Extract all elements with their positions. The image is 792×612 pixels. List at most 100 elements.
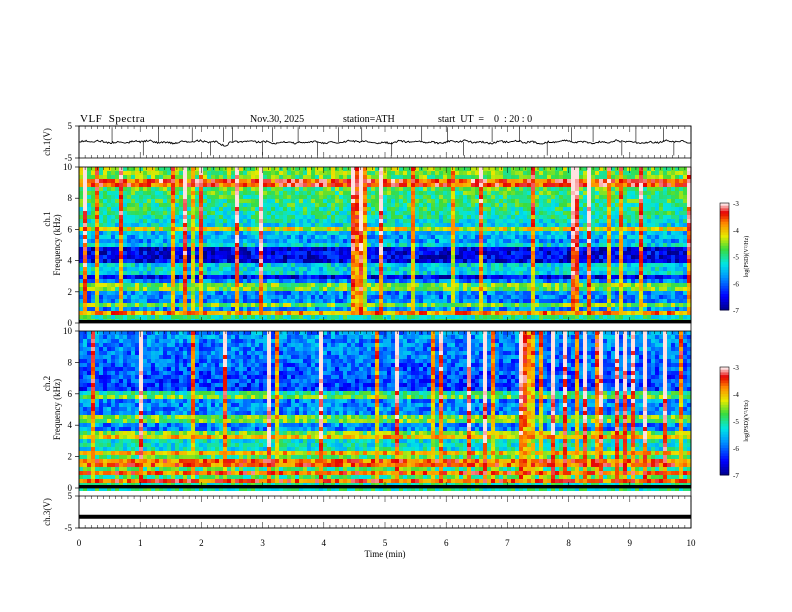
ch1-spectrogram-cell xyxy=(675,191,679,195)
ch1-spectrogram-cell xyxy=(319,191,323,195)
ch1-spectrogram-cell xyxy=(499,199,503,203)
ch1-spectrogram-cell xyxy=(263,239,267,243)
ch1-spectrogram-cell xyxy=(491,187,495,191)
ch1-spectrogram-cell xyxy=(255,291,259,295)
ch1-spectrogram-cell xyxy=(291,191,295,195)
ch1-spectrogram-cell xyxy=(567,191,571,195)
ch1-spectrogram-cell xyxy=(651,255,655,259)
ch1-spectrogram-cell xyxy=(103,227,107,231)
ch1-spectrogram-cell xyxy=(95,291,99,295)
ch1-spectrogram-cell xyxy=(631,199,635,203)
ch1-spectrogram-cell xyxy=(387,167,391,171)
ch1-spectrogram-cell xyxy=(179,223,183,227)
ch1-spectrogram-cell xyxy=(571,171,575,175)
ch1-spectrogram-cell xyxy=(423,211,427,215)
ch1-spectrogram-cell xyxy=(567,223,571,227)
ch1-spectrogram-cell xyxy=(451,199,455,203)
ch1-spectrogram-cell xyxy=(375,239,379,243)
ch1-spectrogram-cell xyxy=(103,219,107,223)
ch1-spectrogram-cell xyxy=(391,227,395,231)
ch1-spectrogram-cell xyxy=(131,199,135,203)
ch1-spectrogram-cell xyxy=(407,195,411,199)
ch1-spectrogram-cell xyxy=(263,295,267,299)
ch1-spectrogram-cell xyxy=(543,179,547,183)
ch1-spectrogram-cell xyxy=(575,255,579,259)
ch1-spectrogram-cell xyxy=(475,239,479,243)
ch1-spectrogram-cell xyxy=(327,231,331,235)
ch1-spectrogram-cell xyxy=(671,247,675,251)
ch1-spectrogram-cell xyxy=(207,199,211,203)
ch1-spectrogram-cell xyxy=(83,183,87,187)
ch1-spectrogram-cell xyxy=(571,219,575,223)
ch1-spectrogram-cell xyxy=(183,227,187,231)
ch1-spectrogram-cell xyxy=(119,239,123,243)
ch1-spectrogram-cell xyxy=(427,179,431,183)
ch1-spectrogram-cell xyxy=(299,263,303,267)
ch1-spectrogram-cell xyxy=(535,259,539,263)
ch1-spectrogram-cell xyxy=(591,267,595,271)
ch1-spectrogram-cell xyxy=(451,255,455,259)
ch1-spectrogram-cell xyxy=(359,263,363,267)
ch1-spectrogram-cell xyxy=(163,219,167,223)
ch1-spectrogram-cell xyxy=(679,267,683,271)
ch1-spectrogram-cell xyxy=(291,207,295,211)
ch1-spectrogram-cell xyxy=(267,255,271,259)
ch1-spectrogram-cell xyxy=(603,231,607,235)
ch1-spectrogram-cell xyxy=(227,263,231,267)
ch1-spectrogram-cell xyxy=(615,247,619,251)
ch1-spectrogram-cell xyxy=(363,287,367,291)
ch1-spectrogram-cell xyxy=(479,251,483,255)
ch1-spectrogram-cell xyxy=(171,279,175,283)
ch1-spectrogram-cell xyxy=(319,175,323,179)
ch1-spectrogram-cell xyxy=(319,283,323,287)
ch1-spectrogram-cell xyxy=(479,247,483,251)
ch1-spectrogram-cell xyxy=(191,167,195,171)
ch1-spectrogram-cell xyxy=(339,215,343,219)
ch1-spectrogram-cell xyxy=(183,267,187,271)
ch1-spectrogram-cell xyxy=(507,175,511,179)
ch1-spectrogram-cell xyxy=(579,171,583,175)
ch1-spectrogram-cell xyxy=(515,291,519,295)
ch1-spectrogram-cell xyxy=(663,267,667,271)
ch1-spectrogram-cell xyxy=(575,199,579,203)
ch1-spectrogram-cell xyxy=(507,255,511,259)
ch1-spectrogram-cell xyxy=(559,167,563,171)
ch1-spectrogram-cell xyxy=(551,203,555,207)
ch1-spectrogram-cell xyxy=(107,183,111,187)
ch1-spectrogram-cell xyxy=(359,187,363,191)
ch1-spectrogram-cell xyxy=(479,203,483,207)
ch1-spectrogram-cell xyxy=(583,239,587,243)
ch1-spectrogram-cell xyxy=(503,207,507,211)
ch1-spectrogram-cell xyxy=(183,275,187,279)
ch1-spectrogram-cell xyxy=(171,231,175,235)
ch1-spectrogram-cell xyxy=(571,191,575,195)
ch1-spectrogram-cell xyxy=(95,247,99,251)
ch1-spectrogram-cell xyxy=(387,211,391,215)
ch1-spectrogram-cell xyxy=(299,167,303,171)
ch1-spectrogram-cell xyxy=(543,267,547,271)
ch1-spectrogram-cell xyxy=(479,199,483,203)
ch1-spectrogram-cell xyxy=(307,263,311,267)
ch1-spectrogram-cell xyxy=(595,275,599,279)
ch1-spectrogram-cell xyxy=(583,267,587,271)
ch1-spectrogram-cell xyxy=(147,199,151,203)
ch1-spectrogram-cell xyxy=(99,287,103,291)
ch1-spectrogram-cell xyxy=(319,251,323,255)
ch1-spectrogram-cell xyxy=(563,179,567,183)
ch1-spectrogram-cell xyxy=(231,279,235,283)
ch1-spectrogram-cell xyxy=(287,255,291,259)
ch1-spectrogram-cell xyxy=(651,187,655,191)
ch1-spectrogram-cell xyxy=(647,183,651,187)
ch1-spectrogram-cell xyxy=(119,267,123,271)
ch1-spectrogram-cell xyxy=(551,175,555,179)
ch1-spectrogram-cell xyxy=(667,287,671,291)
ch1-spectrogram-cell xyxy=(271,203,275,207)
ch1-spectrogram-cell xyxy=(219,191,223,195)
ch1-spectrogram-cell xyxy=(503,247,507,251)
ch1-spectrogram-cell xyxy=(135,215,139,219)
ch1-spectrogram-cell xyxy=(355,227,359,231)
ch1-spectrogram-cell xyxy=(315,291,319,295)
ch1-spectrogram-cell xyxy=(463,203,467,207)
ch1-spectrogram-cell xyxy=(627,171,631,175)
ch1-spectrogram-cell xyxy=(547,215,551,219)
